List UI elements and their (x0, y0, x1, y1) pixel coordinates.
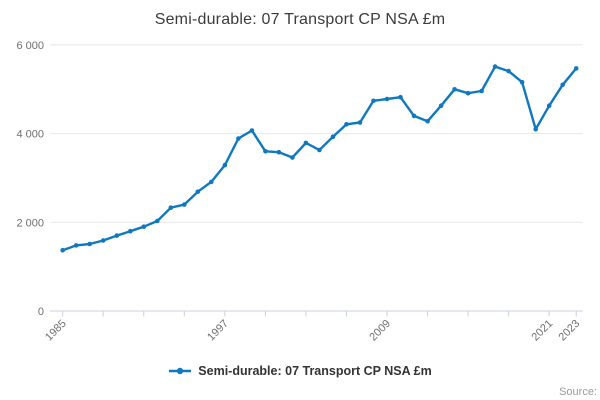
legend-line-marker-icon (169, 367, 192, 375)
data-point[interactable] (546, 103, 552, 108)
data-point[interactable] (438, 103, 444, 108)
legend-item[interactable]: Semi-durable: 07 Transport CP NSA £m (0, 364, 600, 378)
data-point[interactable] (222, 162, 228, 168)
data-point[interactable] (290, 155, 295, 160)
data-point[interactable] (384, 96, 390, 102)
data-point[interactable] (128, 228, 133, 234)
data-point[interactable] (114, 233, 120, 238)
x-axis-label: 2021 (529, 318, 555, 344)
data-point[interactable] (519, 79, 525, 85)
data-point[interactable] (371, 98, 376, 104)
data-point[interactable] (317, 147, 322, 153)
data-point[interactable] (249, 128, 255, 133)
y-axis-tick-label: 4 000 (16, 129, 44, 141)
data-point[interactable] (344, 122, 349, 127)
legend-label: Semi-durable: 07 Transport CP NSA £m (198, 364, 432, 378)
source-label: Source: (559, 386, 597, 398)
data-point[interactable] (573, 66, 579, 71)
data-point[interactable] (141, 224, 147, 229)
data-point[interactable] (155, 218, 160, 224)
data-point[interactable] (168, 205, 174, 210)
data-point[interactable] (398, 94, 403, 100)
data-point[interactable] (425, 118, 430, 124)
data-point[interactable] (263, 149, 268, 154)
data-point[interactable] (357, 120, 363, 125)
data-point[interactable] (492, 64, 498, 69)
x-axis-label: 1997 (205, 318, 231, 344)
y-axis-tick-label: 0 (38, 306, 44, 318)
data-point[interactable] (87, 241, 92, 247)
data-point[interactable] (506, 68, 511, 74)
data-point[interactable] (533, 126, 538, 132)
chart-title: Semi-durable: 07 Transport CP NSA £m (154, 11, 446, 28)
data-point[interactable] (195, 189, 201, 194)
data-point[interactable] (209, 179, 214, 185)
x-axis-label: 2009 (367, 318, 393, 344)
data-point[interactable] (236, 136, 241, 141)
x-axis-label: 2023 (557, 318, 583, 344)
data-point[interactable] (60, 247, 65, 253)
data-point[interactable] (303, 140, 309, 146)
data-point[interactable] (479, 88, 484, 94)
data-point[interactable] (330, 134, 336, 139)
data-point[interactable] (100, 238, 106, 243)
data-point[interactable] (452, 87, 457, 92)
y-axis-tick-label: 2 000 (16, 217, 44, 229)
data-point[interactable] (276, 149, 282, 155)
x-axis-label: 1985 (43, 318, 69, 344)
data-point[interactable] (465, 90, 471, 96)
data-point[interactable] (411, 113, 417, 119)
data-point[interactable] (560, 82, 565, 88)
y-axis-tick-label: 6 000 (16, 40, 44, 52)
data-point[interactable] (182, 202, 187, 207)
data-point[interactable] (73, 243, 79, 248)
